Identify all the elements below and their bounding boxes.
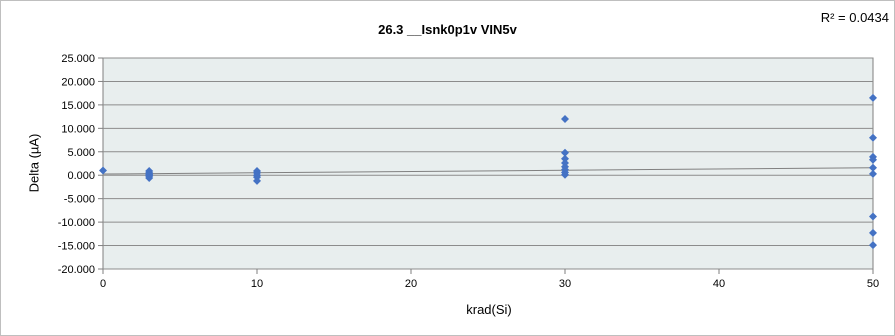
x-tick-label: 40 bbox=[713, 278, 725, 290]
data-point bbox=[869, 169, 877, 178]
y-tick-label: 10.000 bbox=[61, 123, 95, 135]
trendline bbox=[102, 167, 874, 175]
x-tick-label: 20 bbox=[405, 278, 417, 290]
data-point bbox=[869, 228, 877, 237]
data-point bbox=[561, 148, 569, 157]
data-point bbox=[253, 176, 261, 185]
x-axis-label: krad(Si) bbox=[466, 302, 512, 317]
x-axis: 0 10 20 30 40 50 bbox=[100, 269, 879, 290]
chart-title: 26.3 __Isnk0p1v VIN5v bbox=[378, 22, 517, 37]
data-point bbox=[869, 133, 877, 142]
data-point bbox=[145, 174, 154, 183]
x-tick-label: 10 bbox=[251, 278, 263, 290]
data-point bbox=[561, 170, 569, 179]
grid-lines bbox=[103, 57, 873, 270]
y-tick-label: -10.000 bbox=[58, 217, 95, 229]
data-points bbox=[99, 93, 877, 250]
y-tick-label: 5.000 bbox=[67, 147, 95, 159]
x-tick-label: 50 bbox=[867, 278, 879, 290]
data-point bbox=[869, 212, 877, 221]
x-tick-label: 0 bbox=[100, 278, 106, 290]
y-tick-label: 15.000 bbox=[61, 100, 95, 112]
data-point bbox=[99, 166, 107, 175]
data-point bbox=[869, 93, 877, 102]
x-tick-label: 30 bbox=[559, 278, 571, 290]
r-squared-label: R² = 0.0434 bbox=[820, 10, 889, 25]
y-tick-label: -15.000 bbox=[58, 241, 95, 253]
y-tick-label: -5.000 bbox=[64, 194, 95, 206]
data-point bbox=[561, 154, 569, 163]
data-point bbox=[561, 114, 569, 123]
data-point bbox=[869, 155, 877, 164]
y-axis: 25.000 20.000 15.000 10.000 5.000 0.000 -5.000… bbox=[58, 53, 103, 276]
y-tick-label: 0.000 bbox=[67, 170, 95, 182]
data-point bbox=[869, 241, 877, 250]
trendline-group bbox=[102, 167, 874, 175]
plot-area bbox=[102, 57, 874, 270]
y-tick-label: -20.000 bbox=[58, 264, 95, 276]
y-tick-label: 20.000 bbox=[61, 76, 95, 88]
y-tick-label: 25.000 bbox=[61, 53, 95, 65]
data-point bbox=[869, 163, 877, 172]
